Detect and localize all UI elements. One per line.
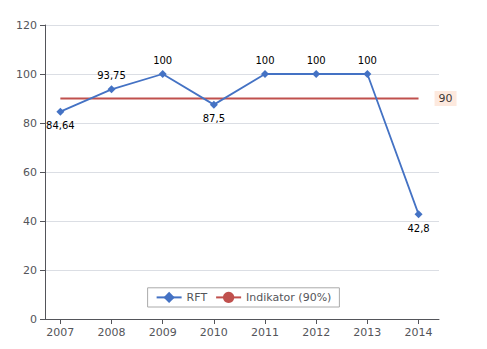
svg-text:0: 0	[30, 313, 37, 326]
svg-text:80: 80	[23, 117, 37, 130]
svg-text:100: 100	[153, 55, 172, 66]
svg-text:100: 100	[255, 55, 274, 66]
svg-text:90: 90	[439, 92, 453, 105]
svg-text:2007: 2007	[46, 326, 74, 339]
svg-text:100: 100	[358, 55, 377, 66]
svg-text:RFT: RFT	[187, 291, 208, 304]
svg-text:93,75: 93,75	[97, 70, 126, 81]
svg-text:2009: 2009	[149, 326, 177, 339]
svg-text:120: 120	[16, 19, 37, 32]
svg-text:2011: 2011	[251, 326, 279, 339]
svg-text:2014: 2014	[405, 326, 433, 339]
svg-text:84,64: 84,64	[46, 120, 75, 131]
svg-text:100: 100	[307, 55, 326, 66]
svg-text:2010: 2010	[200, 326, 228, 339]
svg-text:40: 40	[23, 215, 37, 228]
svg-text:2013: 2013	[353, 326, 381, 339]
svg-text:100: 100	[16, 68, 37, 81]
svg-text:87,5: 87,5	[203, 113, 225, 124]
svg-text:2012: 2012	[302, 326, 330, 339]
svg-text:Indikator (90%): Indikator (90%)	[246, 291, 331, 304]
svg-text:60: 60	[23, 166, 37, 179]
svg-text:20: 20	[23, 264, 37, 277]
svg-text:42,8: 42,8	[407, 223, 429, 234]
svg-text:2008: 2008	[98, 326, 126, 339]
